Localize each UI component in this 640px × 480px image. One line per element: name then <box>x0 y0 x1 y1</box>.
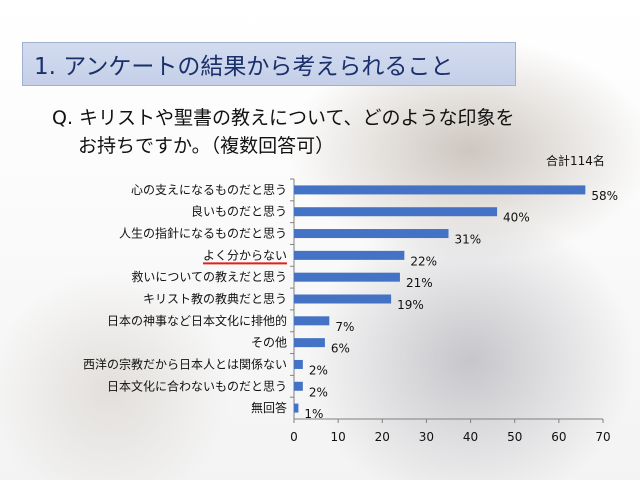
x-tick-label: 10 <box>331 430 346 444</box>
category-label: 良いものだと思う <box>191 204 287 219</box>
bar <box>294 359 303 369</box>
category-label: 日本文化に合わないものだと思う <box>107 378 287 393</box>
data-label: 40% <box>503 211 530 225</box>
bar <box>294 381 303 391</box>
data-label: 6% <box>331 342 350 356</box>
data-label: 19% <box>397 298 424 312</box>
category-label: 西洋の宗教だから日本人とは関係ない <box>83 356 287 371</box>
data-label: 2% <box>309 363 328 377</box>
data-label: 22% <box>410 254 437 268</box>
category-label: キリスト教の教典だと思う <box>143 291 287 306</box>
category-label: 無回答 <box>251 400 287 415</box>
x-tick-label: 50 <box>507 430 522 444</box>
category-label: よく分からない <box>203 248 287 262</box>
total-respondents: 合計114名 <box>546 154 605 168</box>
category-label: その他 <box>251 336 287 350</box>
x-tick-label: 40 <box>463 430 478 444</box>
data-label: 21% <box>406 276 433 290</box>
bar <box>294 403 299 413</box>
bar <box>294 338 325 348</box>
slide-title: 1. アンケートの結果から考えられること <box>34 54 454 80</box>
category-label: 救いについての教えだと思う <box>131 269 287 284</box>
data-label: 31% <box>455 233 482 247</box>
data-label: 7% <box>335 320 354 334</box>
data-label: 1% <box>304 407 323 421</box>
category-label: 心の支えになるものだと思う <box>131 183 287 197</box>
bar <box>294 250 405 260</box>
question-line-2: お持ちですか。（複数回答可） <box>78 135 335 157</box>
category-label: 人生の指針になるものだと思う <box>119 226 287 241</box>
category-label: 日本の神事など日本文化に排他的 <box>107 313 287 328</box>
x-tick-label: 0 <box>290 430 298 444</box>
bar <box>294 229 449 239</box>
bar <box>294 316 330 326</box>
bar <box>294 294 392 304</box>
x-tick-label: 70 <box>595 430 610 444</box>
bar <box>294 272 400 282</box>
bar <box>294 207 498 217</box>
data-label: 2% <box>309 385 328 399</box>
x-tick-label: 20 <box>375 430 390 444</box>
x-tick-label: 30 <box>419 430 434 444</box>
question-line-1: Q. キリストや聖書の教えについて、どのような印象を <box>52 107 515 129</box>
data-label: 58% <box>591 189 618 203</box>
x-tick-label: 60 <box>551 430 566 444</box>
bar <box>294 185 586 195</box>
question-text: Q. キリストや聖書の教えについて、どのような印象を お持ちですか。（複数回答可… <box>52 104 612 160</box>
title-bar <box>22 42 516 86</box>
